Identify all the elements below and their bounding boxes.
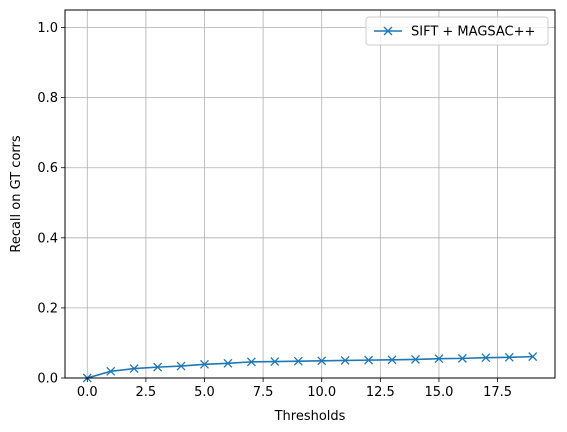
y-tick-label: 0.4 [37, 231, 58, 246]
data-point-marker [317, 356, 327, 366]
data-point-marker [457, 353, 467, 363]
y-tick-label: 0.2 [37, 301, 58, 316]
data-point-marker [176, 361, 186, 371]
data-point-marker [270, 357, 280, 366]
legend-entry-label: SIFT + MAGSAC++ [411, 25, 535, 40]
x-tick-label: 5.0 [194, 385, 215, 400]
plot-frame [64, 9, 556, 379]
y-axis: 0.0 0.2 0.4 0.6 0.8 1.0 [37, 21, 65, 387]
data-point-marker [200, 359, 209, 369]
grid [65, 10, 555, 379]
data-point-marker [293, 356, 303, 366]
data-point-marker [153, 362, 163, 372]
x-tick-label: 17.5 [483, 385, 512, 400]
data-point-marker [434, 354, 444, 364]
legend: SIFT + MAGSAC++ [365, 16, 549, 46]
series-layer [82, 352, 538, 383]
x-tick-label: 0.0 [77, 385, 98, 400]
y-axis-label: Recall on GT corrs [9, 135, 24, 252]
x-axis: 0.0 2.5 5.0 7.5 10.0 12.5 15.0 17.5 [77, 378, 512, 400]
x-axis-label: Thresholds [274, 409, 346, 424]
data-point-marker [504, 352, 514, 362]
data-point-marker [246, 357, 256, 367]
data-point-marker [481, 353, 491, 363]
y-tick-label: 0.8 [37, 91, 58, 106]
y-tick-label: 0.6 [37, 161, 58, 176]
x-tick-label: 2.5 [136, 385, 157, 400]
data-point-marker [387, 355, 397, 365]
data-point-marker [340, 356, 350, 365]
x-tick-label: 15.0 [424, 385, 453, 400]
legend-marker-glyph [383, 26, 393, 36]
x-tick-label: 7.5 [253, 385, 274, 400]
y-tick-label: 0.0 [37, 372, 58, 387]
data-point-marker [364, 355, 374, 365]
series-line [87, 355, 533, 379]
legend-box [365, 16, 549, 46]
x-tick-label: 12.5 [366, 385, 395, 400]
data-point-marker [528, 352, 538, 362]
data-point-marker [129, 364, 139, 373]
data-point-marker [106, 366, 116, 376]
x-tick-label: 10.0 [307, 385, 336, 400]
y-tick-label: 1.0 [37, 21, 58, 36]
legend-marker-x [383, 26, 393, 36]
data-point-marker [223, 358, 233, 368]
data-point-marker [411, 354, 420, 364]
